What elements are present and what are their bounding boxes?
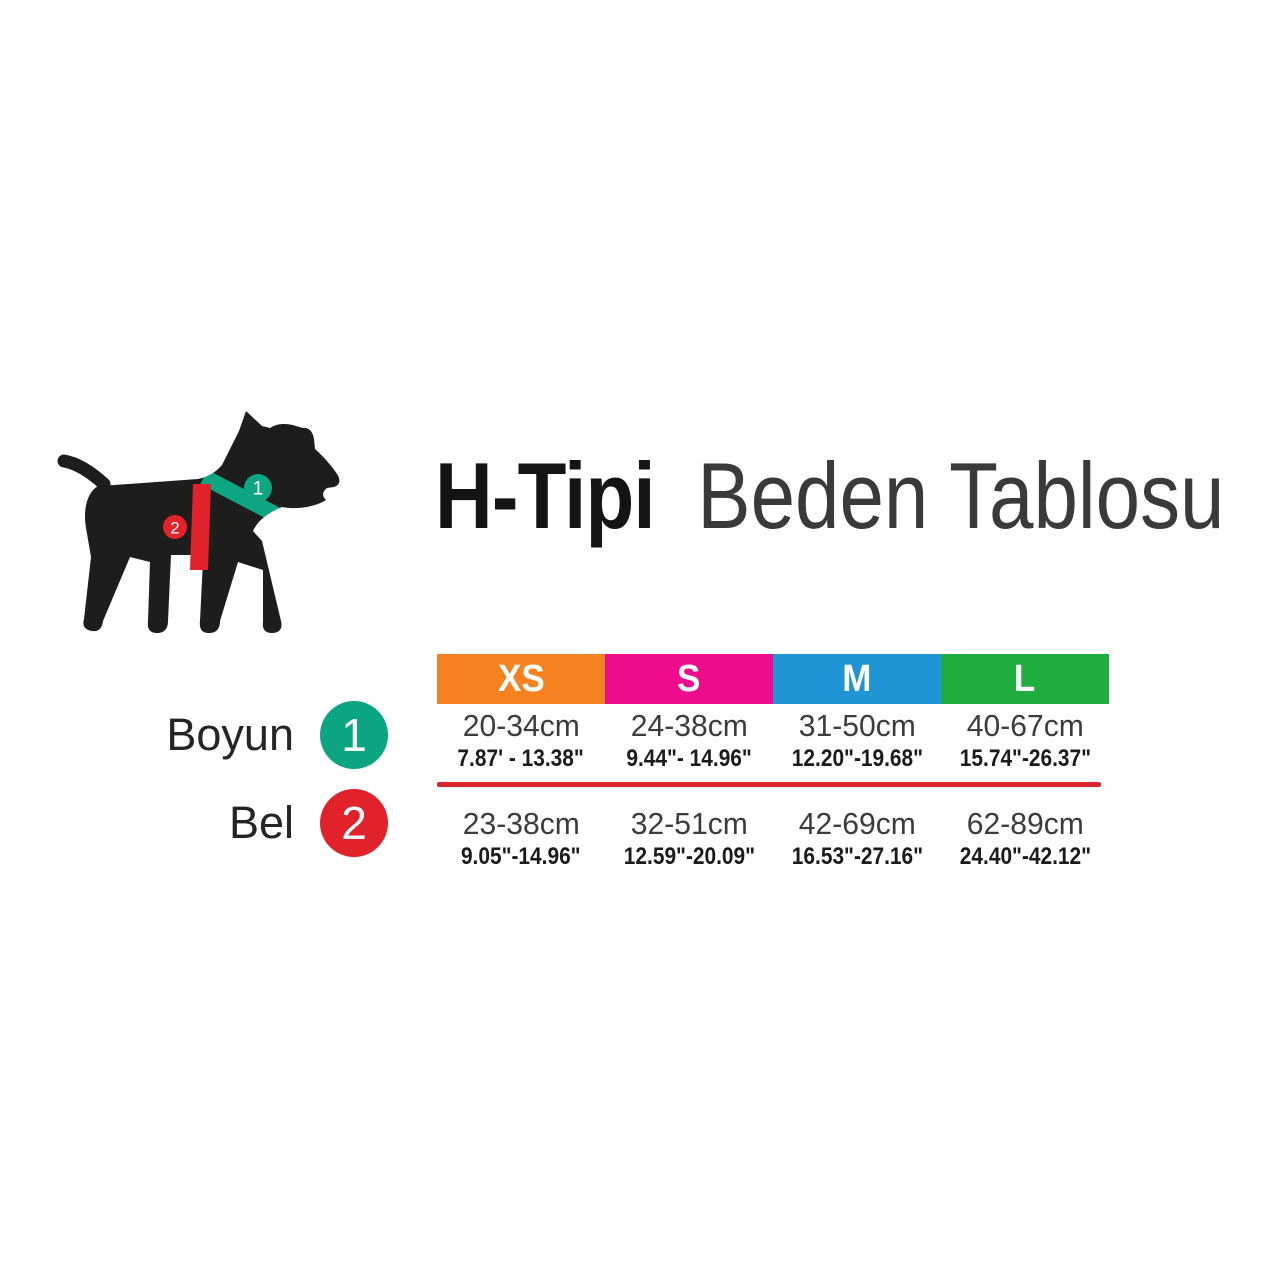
header-label-s: S (677, 657, 701, 700)
size-table-header: XS S M L (437, 654, 1109, 704)
bel-xs-cm: 23-38cm (462, 806, 580, 841)
neck-strap (200, 469, 290, 528)
neck-marker-circle (244, 474, 272, 502)
neck-marker-number: 1 (253, 479, 264, 500)
boyun-m-inch: 12.20"-19.68" (791, 745, 923, 772)
title-primary: H-Tipi (435, 443, 656, 548)
header-label-m: M (842, 657, 872, 700)
waist-marker-number: 2 (170, 519, 179, 538)
bel-xs-inch: 9.05"-14.96" (461, 843, 581, 870)
header-cell-xs: XS (437, 654, 605, 704)
boyun-l-inch: 15.74"-26.37" (959, 745, 1091, 772)
row-separator-line (437, 782, 1101, 787)
boyun-l-cm: 40-67cm (966, 708, 1084, 743)
dog-body (83, 411, 340, 633)
bel-marker-badge: 2 (320, 789, 388, 857)
boyun-label: Boyun (166, 709, 294, 760)
bel-m-inch: 16.53"-27.16" (791, 843, 923, 870)
waist-marker-circle (163, 515, 187, 539)
bel-s-cm: 32-51cm (630, 806, 748, 841)
boyun-marker-badge: 1 (320, 701, 388, 769)
dog-silhouette-svg: 1 2 (57, 411, 340, 633)
bel-l-inch: 24.40"-42.12" (959, 843, 1091, 870)
row-label-bel: Bel 2 (0, 789, 388, 857)
bel-l-cm: 62-89cm (966, 806, 1084, 841)
title-secondary: Beden Tablosu (697, 443, 1225, 548)
dog-harness-diagram: 1 2 (50, 400, 350, 640)
size-table: XS S M L 20-34cm 24-38cm 31-50cm 40-67cm… (437, 654, 1109, 870)
header-label-l: L (1014, 657, 1036, 700)
row-label-boyun: Boyun 1 (0, 701, 388, 769)
boyun-xs-inch: 7.87' - 13.38" (457, 745, 585, 772)
bel-inch-row: 9.05"-14.96" 12.59"-20.09" 16.53"-27.16"… (437, 844, 1109, 870)
header-cell-s: S (605, 654, 773, 704)
bel-label: Bel (228, 797, 294, 848)
page-title: H-Tipi Beden Tablosu (435, 446, 1224, 546)
boyun-s-inch: 9.44"- 14.96" (626, 745, 752, 772)
boyun-s-cm: 24-38cm (630, 708, 748, 743)
boyun-xs-cm: 20-34cm (462, 708, 580, 743)
boyun-m-cm: 31-50cm (798, 708, 916, 743)
dog-tail (57, 454, 111, 491)
waist-strap (190, 484, 211, 570)
bel-m-cm: 42-69cm (798, 806, 916, 841)
header-cell-m: M (773, 654, 941, 704)
bel-s-inch: 12.59"-20.09" (623, 843, 755, 870)
bel-cm-row: 23-38cm 32-51cm 42-69cm 62-89cm (437, 804, 1109, 844)
header-cell-l: L (941, 654, 1109, 704)
boyun-cm-row: 20-34cm 24-38cm 31-50cm 40-67cm (437, 706, 1109, 746)
boyun-inch-row: 7.87' - 13.38" 9.44"- 14.96" 12.20"-19.6… (437, 746, 1109, 772)
header-label-xs: XS (497, 657, 545, 700)
